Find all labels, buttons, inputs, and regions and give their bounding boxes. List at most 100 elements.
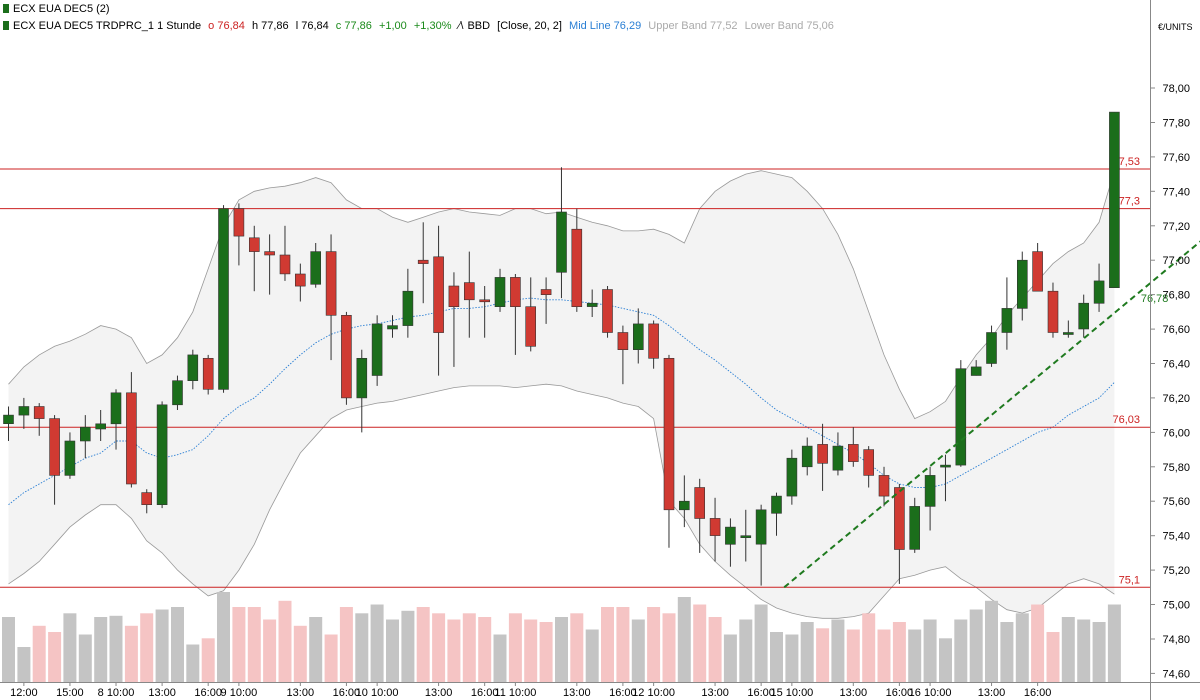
trend-line-group: 76,78 [783, 240, 1200, 589]
x-tick-label: 16:00 [333, 687, 361, 699]
candle-body [1109, 111, 1120, 289]
candle-body [586, 302, 598, 307]
candle-body [187, 354, 199, 381]
candle-body [49, 418, 60, 476]
x-tick-label: 10 10:00 [356, 687, 399, 699]
volume-bar [677, 597, 691, 682]
volume-bar [1031, 604, 1045, 682]
band-fill [8, 170, 1115, 619]
volume-bar [370, 604, 384, 682]
candle-body [294, 273, 306, 287]
volume-bar [1092, 622, 1106, 682]
y-tick-label: 75,80 [1162, 462, 1190, 474]
volume-bar [355, 613, 369, 683]
y-tick-label: 78,00 [1162, 83, 1190, 95]
volume-bar [985, 600, 998, 683]
candle-body [95, 423, 106, 430]
volume-bar [263, 619, 277, 682]
x-tick-label: 16:00 [1024, 687, 1052, 699]
volume-bar [816, 628, 830, 683]
candle-body [1063, 332, 1074, 335]
volume-bar [462, 613, 476, 683]
candle-body [371, 323, 383, 376]
candle-body [740, 535, 752, 539]
candle-body [3, 414, 14, 425]
candle-body [709, 518, 721, 536]
candle-body [678, 500, 690, 511]
x-tick-label: 15:00 [56, 687, 84, 699]
x-tick-label: 13:00 [148, 687, 176, 699]
x-tick-label: 13:00 [701, 687, 729, 699]
volume-bar [570, 613, 584, 683]
trend-line-label: 76,78 [1141, 293, 1169, 305]
volume-bar [493, 634, 507, 682]
candle-body [986, 332, 997, 364]
x-tick-label: 9 10:00 [221, 687, 258, 699]
candle-body [264, 251, 275, 256]
volume-bar [892, 622, 906, 682]
candle-body [832, 445, 844, 471]
volume-bar [631, 619, 645, 682]
volume-bar [186, 644, 200, 682]
candle-body [356, 357, 368, 399]
y-axis-unit: €/UNITS [1158, 22, 1193, 32]
y-tick-label: 77,40 [1162, 186, 1190, 198]
change-value: +1,00 [378, 20, 407, 32]
y-tick-label: 77,60 [1162, 152, 1190, 164]
candle-body [694, 487, 706, 519]
y-tick-label: 77,00 [1162, 255, 1190, 267]
volume-bar [877, 629, 891, 682]
volume-bar [708, 617, 722, 682]
high-value: h 77,86 [251, 20, 289, 32]
volume-bar [954, 619, 968, 682]
candle-body [771, 495, 782, 514]
volume-bar [17, 647, 31, 682]
volume-bar [94, 617, 108, 682]
volume-bar [217, 592, 230, 682]
mid-line-value: Mid Line 76,29 [569, 20, 642, 32]
volume-bar [78, 634, 92, 682]
volume-bar [109, 615, 123, 683]
y-tick-label: 76,40 [1162, 359, 1190, 371]
change-pct-value: +1,30% [413, 20, 452, 32]
candle-body [847, 444, 859, 462]
candle-body [955, 368, 967, 466]
candle-body [648, 323, 659, 359]
candle-body [202, 357, 214, 390]
x-tick-label: 13:00 [287, 687, 315, 699]
volume-bar [2, 617, 15, 682]
candle-body [1016, 259, 1028, 309]
upper-band-value: Upper Band 77,52 [648, 20, 738, 32]
candle-body [64, 440, 76, 476]
candle-body [663, 357, 675, 511]
x-tick-label: 11 10:00 [494, 687, 536, 699]
indicator-name: BBD [467, 20, 491, 32]
candle-body [1032, 251, 1043, 292]
candle-body [1093, 280, 1105, 304]
volume-bar [124, 625, 138, 683]
volume-bar [1061, 617, 1075, 682]
candle-body [402, 290, 414, 326]
candle-body [909, 506, 921, 550]
volume-bar [293, 625, 307, 683]
candle-body [387, 325, 398, 330]
candle-body [924, 475, 936, 507]
volume-bar [739, 619, 753, 682]
candle-body [878, 475, 890, 497]
candle-body [617, 332, 629, 351]
volume-bar [770, 632, 783, 682]
volume-bar [831, 619, 845, 682]
indicator-params: [Close, 20, 2] [497, 20, 562, 32]
volume-bar [401, 610, 415, 683]
volume-bar [171, 607, 184, 682]
volume-bar [508, 613, 522, 683]
volume-bar [155, 609, 169, 682]
low-value: l 76,84 [295, 20, 329, 32]
candle-body [126, 392, 137, 485]
x-tick-label: 8 10:00 [98, 687, 135, 699]
volume-bar [478, 617, 492, 682]
y-tick-label: 74,80 [1162, 634, 1190, 646]
volume-bar [616, 607, 630, 682]
volume-bar [800, 622, 814, 682]
